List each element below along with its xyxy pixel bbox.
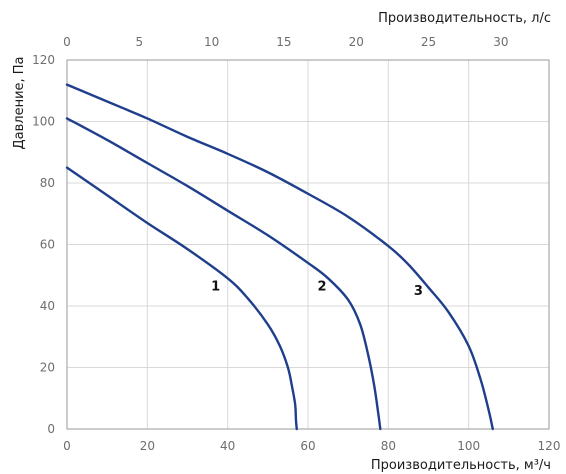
x-tick-label-4: 80 — [381, 439, 396, 453]
x-tick-label-6: 120 — [538, 439, 561, 453]
y-tick-label-0: 0 — [47, 422, 55, 436]
y-tick-label-5: 100 — [32, 115, 55, 129]
x2-tick-label-6: 30 — [493, 35, 508, 49]
x-tick-label-2: 40 — [220, 439, 235, 453]
curve-labels: 1 2 3 — [211, 280, 423, 300]
x2-tick-label-5: 25 — [421, 35, 436, 49]
curve-3 — [65, 83, 494, 431]
x2-tick-label-3: 15 — [276, 35, 291, 49]
x2-tick-label-4: 20 — [349, 35, 364, 49]
curve-label-1: 1 — [211, 280, 220, 295]
x-tick-label-0: 0 — [63, 439, 71, 453]
curve-label-2: 2 — [318, 280, 327, 295]
x-tick-label-5: 100 — [457, 439, 480, 453]
x2-axis-ticks: 0 5 10 15 20 25 30 — [63, 35, 508, 49]
y-tick-label-6: 120 — [32, 53, 55, 67]
y-tick-label-4: 80 — [40, 176, 55, 190]
x-tick-label-3: 60 — [300, 439, 315, 453]
curve-label-3: 3 — [414, 284, 423, 299]
y-tick-label-2: 40 — [40, 299, 55, 313]
curve-1 — [65, 166, 298, 431]
x-tick-label-1: 20 — [140, 439, 155, 453]
x2-tick-label-2: 10 — [204, 35, 219, 49]
x-axis-title: Производительность, м³/ч — [371, 458, 551, 473]
x2-tick-label-1: 5 — [135, 35, 143, 49]
y-tick-label-3: 60 — [40, 238, 55, 252]
y-axis-title: Давление, Па — [12, 56, 27, 149]
y-tick-label-1: 20 — [40, 361, 55, 375]
x2-tick-label-0: 0 — [63, 35, 71, 49]
x-axis-ticks: 0 20 40 60 80 100 120 — [63, 439, 560, 453]
y-axis-ticks: 0 20 40 60 80 100 120 — [32, 53, 55, 436]
x2-axis-title: Производительность, л/с — [378, 11, 551, 26]
curves — [65, 83, 494, 431]
curve-2 — [65, 117, 382, 431]
plot-frame — [66, 59, 550, 430]
